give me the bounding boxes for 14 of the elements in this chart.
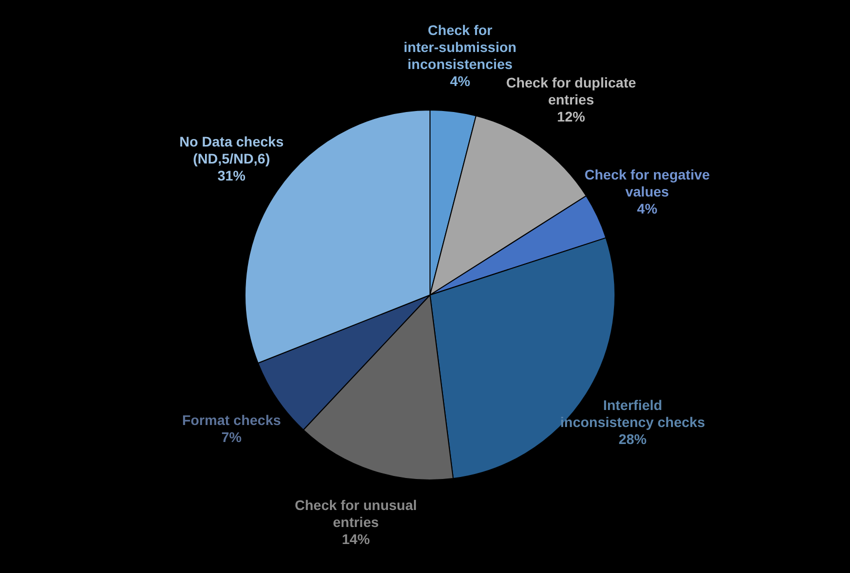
slice-label: Check for duplicate entries [506,74,636,108]
data-label: 7% [221,428,242,445]
slice-label: Check for inter-submission inconsistencies [404,22,516,72]
data-label: 14% [342,530,370,547]
slice-label: No Data checks (ND,5/ND,6) [179,134,284,167]
data-label: 4% [450,72,471,89]
slice-label: Check for negative values [584,166,710,200]
slice-label: Interfield inconsistency checks [560,397,706,430]
data-label: 12% [557,108,586,124]
slice-label: Format checks [182,412,282,428]
slice-label: Check for unusual entries [294,496,417,530]
data-label: 31% [217,168,246,184]
data-label: 28% [618,431,648,448]
data-label: 4% [637,200,658,216]
